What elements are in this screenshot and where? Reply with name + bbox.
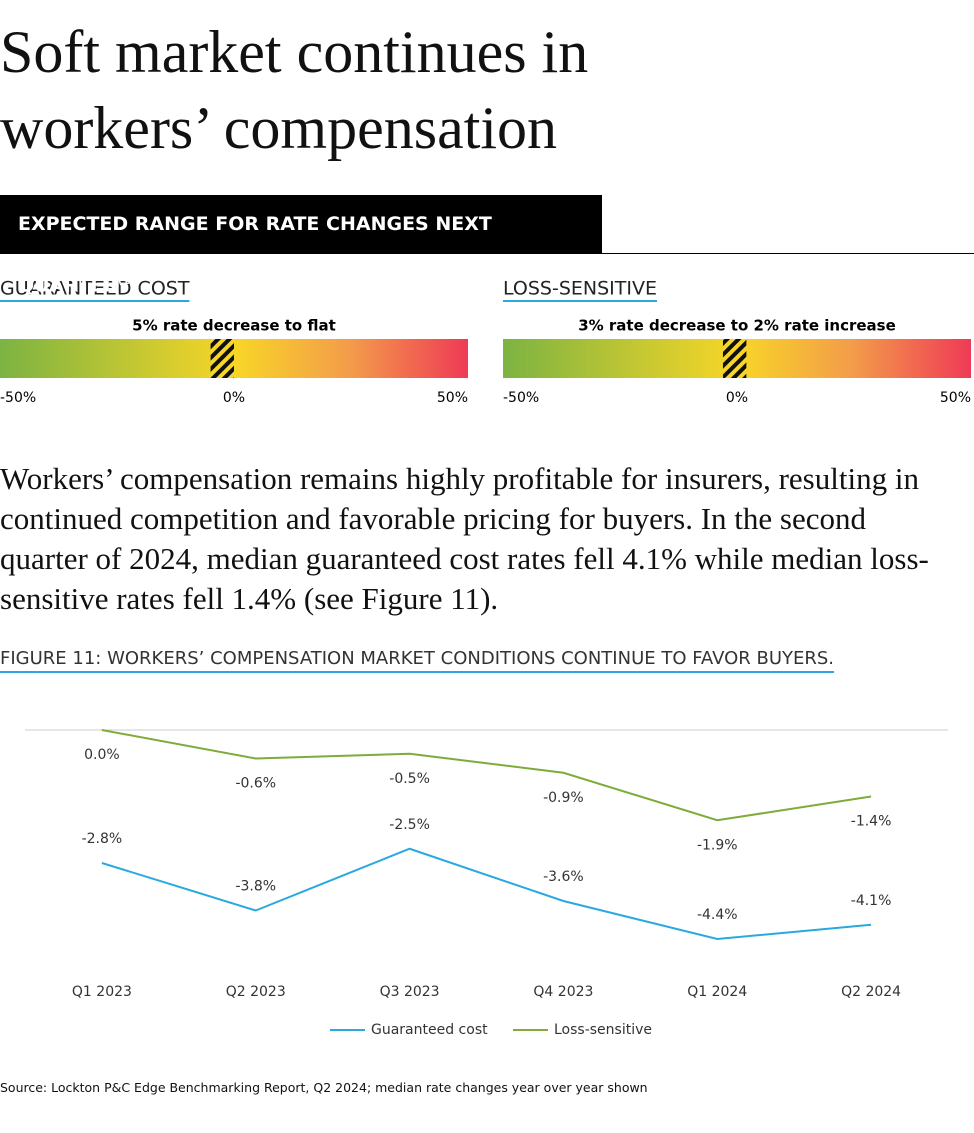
value-label: -0.5% bbox=[389, 771, 430, 787]
gauge-tick-label: 50% bbox=[437, 390, 468, 406]
gauge-range-label: 5% rate decrease to flat bbox=[132, 317, 336, 335]
gauge-label: LOSS-SENSITIVE bbox=[503, 278, 657, 300]
value-label: -0.6% bbox=[235, 776, 276, 792]
x-tick-label: Q2 2023 bbox=[226, 984, 286, 1000]
value-label: -4.4% bbox=[697, 907, 738, 923]
rule bbox=[0, 253, 974, 254]
gauge-tick-label: 0% bbox=[223, 390, 245, 406]
title: Soft market continues in workers’ compen… bbox=[0, 19, 589, 161]
value-label: -2.8% bbox=[82, 831, 123, 847]
paragraph: Workers’ compensation remains highly pro… bbox=[0, 461, 929, 616]
gauge-range bbox=[210, 339, 234, 378]
value-label: -2.5% bbox=[389, 817, 430, 833]
gauge-range bbox=[722, 339, 747, 378]
gauge-tick-label: 0% bbox=[726, 390, 748, 406]
gauge-tick-label: 50% bbox=[940, 390, 971, 406]
legend-label: Loss-sensitive bbox=[554, 1022, 652, 1038]
x-tick-label: Q1 2024 bbox=[687, 984, 747, 1000]
gauge-range-label: 3% rate decrease to 2% rate increase bbox=[578, 317, 896, 335]
value-label: -1.9% bbox=[697, 837, 738, 853]
x-tick-label: Q3 2023 bbox=[380, 984, 440, 1000]
series-line bbox=[101, 847, 872, 941]
value-label: -3.8% bbox=[235, 879, 276, 895]
banner-text: EXPECTED RANGE FOR RATE CHANGES NEXT QUA… bbox=[18, 213, 492, 297]
value-label: -1.4% bbox=[851, 814, 892, 830]
legend-label: Guaranteed cost bbox=[371, 1022, 488, 1038]
x-tick-label: Q2 2024 bbox=[841, 984, 901, 1000]
x-tick-label: Q1 2023 bbox=[72, 984, 132, 1000]
series-line bbox=[101, 729, 872, 822]
banner: EXPECTED RANGE FOR RATE CHANGES NEXT QUA… bbox=[0, 195, 602, 296]
gauge-tick-label: -50% bbox=[503, 390, 539, 406]
gauge-tick-label: -50% bbox=[0, 390, 36, 406]
figure-caption: FIGURE 11: WORKERS’ COMPENSATION MARKET … bbox=[0, 648, 835, 673]
banner-note: (1) bbox=[118, 276, 135, 287]
value-label: -3.6% bbox=[543, 869, 584, 885]
gauge-label: GUARANTEED COST bbox=[0, 278, 190, 300]
x-tick-label: Q4 2023 bbox=[533, 984, 593, 1000]
value-label: -4.1% bbox=[851, 893, 892, 909]
source: Source: Lockton P&C Edge Benchmarking Re… bbox=[0, 1080, 648, 1095]
value-label: -0.9% bbox=[543, 790, 584, 806]
value-label: 0.0% bbox=[84, 747, 120, 763]
